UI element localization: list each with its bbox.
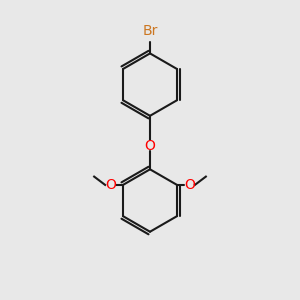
Text: O: O — [105, 178, 116, 192]
Text: Br: Br — [142, 24, 158, 38]
Text: O: O — [184, 178, 195, 192]
Text: O: O — [145, 139, 155, 152]
